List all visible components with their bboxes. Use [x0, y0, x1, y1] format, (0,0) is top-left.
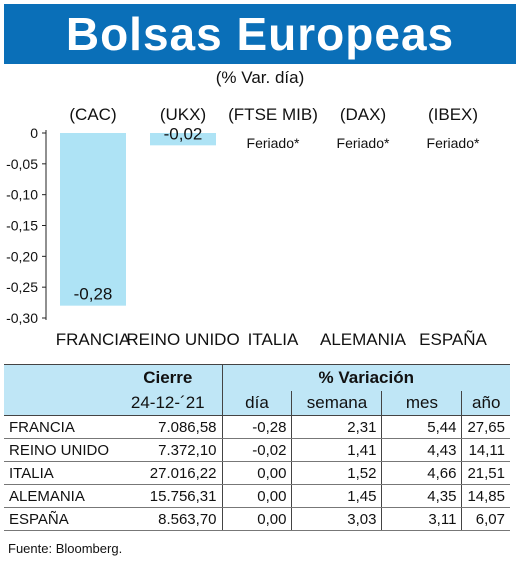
table-row: ITALIA 27.016,22 0,00 1,52 4,66 21,51: [4, 461, 510, 485]
mes-cell: 4,43: [381, 438, 462, 462]
header-ano: año: [461, 391, 510, 416]
category-label: FRANCIA: [56, 330, 131, 349]
y-tick-label: -0,05: [6, 156, 38, 172]
table-row: REINO UNIDO 7.372,10 -0,02 1,41 4,43 14,11: [4, 438, 510, 462]
ano-cell: 14,85: [461, 484, 510, 508]
index-label: (DAX): [340, 105, 386, 124]
country-cell: ESPAÑA: [4, 507, 115, 531]
category-label: ESPAÑA: [419, 330, 487, 349]
cierre-cell: 7.372,10: [114, 438, 222, 462]
table-header-row-1: Cierre % Variación: [4, 364, 510, 391]
ano-cell: 27,65: [461, 415, 510, 439]
quotes-table: Cierre % Variación 24-12-´21 día semana …: [4, 364, 510, 531]
bar-value-label: Feriado*: [247, 135, 300, 151]
bar-chart: 0 -0,05 -0,10 -0,15 -0,20 -0,25 -0,30 (CAC) -0,2…: [6, 105, 487, 349]
category-label: ITALIA: [248, 330, 299, 349]
cierre-cell: 7.086,58: [114, 415, 222, 439]
header-dia: día: [221, 391, 292, 416]
dia-cell: 0,00: [221, 461, 292, 485]
dia-cell: 0,00: [221, 484, 292, 508]
source-note: Fuente: Bloomberg.: [8, 541, 123, 556]
ano-cell: 14,11: [461, 438, 510, 462]
quotes-table-wrap: Cierre % Variación 24-12-´21 día semana …: [4, 364, 510, 531]
bar: [60, 133, 126, 306]
country-cell: FRANCIA: [4, 415, 115, 439]
table-row: ESPAÑA 8.563,70 0,00 3,03 3,11 6,07: [4, 507, 510, 531]
header-mes: mes: [381, 391, 462, 416]
dia-cell: 0,00: [221, 507, 292, 531]
ano-cell: 6,07: [461, 507, 510, 531]
header-date: 24-12-´21: [114, 391, 222, 416]
bar: [150, 133, 216, 146]
semana-cell: 1,41: [291, 438, 382, 462]
table-row: ALEMANIA 15.756,31 0,00 1,45 4,35 14,85: [4, 484, 510, 508]
mes-cell: 4,66: [381, 461, 462, 485]
cierre-cell: 15.756,31: [114, 484, 222, 508]
bar-value-label: Feriado*: [337, 135, 390, 151]
category-label: REINO UNIDO: [126, 330, 239, 349]
dia-cell: -0,28: [221, 415, 292, 439]
dia-cell: -0,02: [221, 438, 292, 462]
semana-cell: 3,03: [291, 507, 382, 531]
chart-subtitle: (% Var. día): [215, 68, 305, 87]
header-semana: semana: [291, 391, 382, 416]
country-cell: ALEMANIA: [4, 484, 115, 508]
semana-cell: 1,52: [291, 461, 382, 485]
bar-value-label: Feriado*: [427, 135, 480, 151]
y-tick-label: -0,20: [6, 248, 38, 264]
header-variacion: % Variación: [221, 364, 510, 391]
country-cell: REINO UNIDO: [4, 438, 115, 462]
semana-cell: 1,45: [291, 484, 382, 508]
index-label: (FTSE MIB): [228, 105, 318, 124]
y-tick-label: -0,25: [6, 279, 38, 295]
cierre-cell: 8.563,70: [114, 507, 222, 531]
table-header-blank-2: [4, 391, 115, 416]
category-label: ALEMANIA: [320, 330, 407, 349]
country-cell: ITALIA: [4, 461, 115, 485]
table-row: FRANCIA 7.086,58 -0,28 2,31 5,44 27,65: [4, 415, 510, 439]
mes-cell: 4,35: [381, 484, 462, 508]
index-label: (IBEX): [428, 105, 478, 124]
cierre-cell: 27.016,22: [114, 461, 222, 485]
y-tick-label: -0,10: [6, 187, 38, 203]
bar-value-label: -0,28: [74, 285, 113, 304]
page-title: Bolsas Europeas: [65, 8, 455, 60]
y-tick-label: -0,30: [6, 310, 38, 326]
y-tick-label: -0,15: [6, 218, 38, 234]
title-banner: Bolsas Europeas: [4, 4, 516, 64]
mes-cell: 3,11: [381, 507, 462, 531]
index-label: (CAC): [69, 105, 116, 124]
bar-value-label: -0,02: [164, 124, 203, 143]
header-cierre: Cierre: [114, 364, 222, 391]
index-label: (UKX): [160, 105, 206, 124]
table-header-row-2: 24-12-´21 día semana mes año: [4, 391, 510, 416]
y-tick-label: 0: [30, 125, 38, 141]
mes-cell: 5,44: [381, 415, 462, 439]
table-body: FRANCIA 7.086,58 -0,28 2,31 5,44 27,65 REINO U…: [4, 415, 510, 531]
semana-cell: 2,31: [291, 415, 382, 439]
table-header-blank: [4, 364, 115, 391]
ano-cell: 21,51: [461, 461, 510, 485]
